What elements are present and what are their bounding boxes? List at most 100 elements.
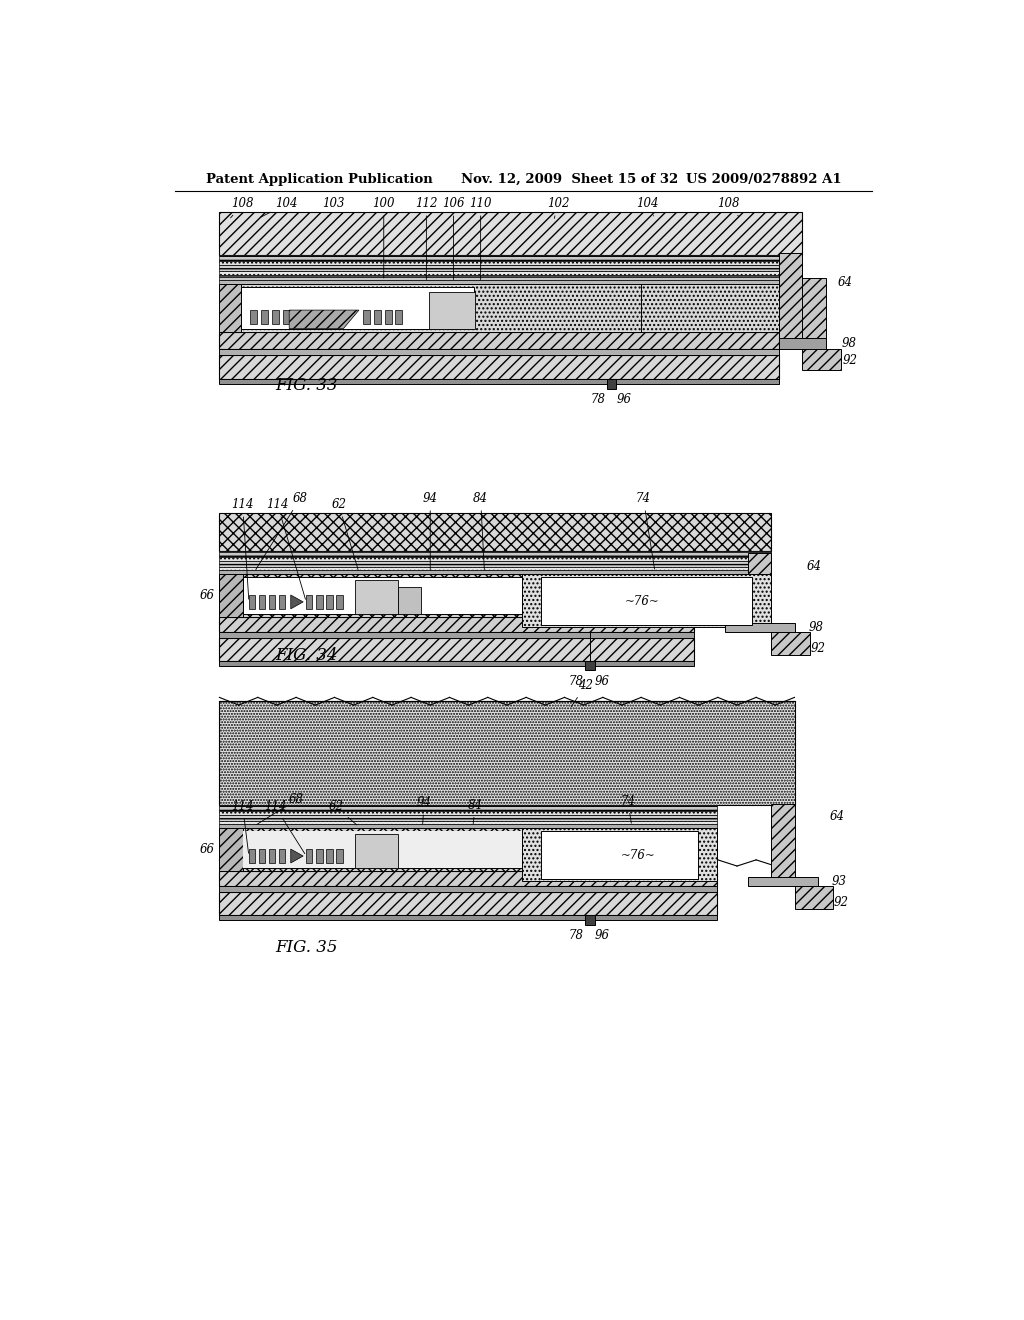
Bar xyxy=(306,595,312,609)
Text: 68: 68 xyxy=(256,492,307,569)
Text: 102: 102 xyxy=(547,197,569,218)
Text: 108: 108 xyxy=(230,197,254,218)
Bar xyxy=(243,830,521,869)
Text: 64: 64 xyxy=(806,560,821,573)
Bar xyxy=(355,579,397,614)
Bar xyxy=(748,553,771,623)
Text: 100: 100 xyxy=(373,197,395,279)
Bar xyxy=(586,661,595,671)
Text: 62: 62 xyxy=(329,800,356,825)
Text: 98: 98 xyxy=(809,620,823,634)
Bar xyxy=(327,595,333,609)
Text: 62: 62 xyxy=(332,499,358,570)
Bar xyxy=(541,830,697,879)
Bar xyxy=(219,616,693,632)
Bar xyxy=(219,284,241,331)
Text: 106: 106 xyxy=(442,197,465,280)
Text: 114: 114 xyxy=(264,800,305,854)
Bar xyxy=(219,265,802,271)
Bar xyxy=(397,587,421,614)
Bar xyxy=(219,512,771,552)
Bar xyxy=(802,348,841,370)
Bar xyxy=(219,566,771,570)
Text: 96: 96 xyxy=(595,929,610,942)
Bar xyxy=(251,310,257,323)
Bar xyxy=(521,574,771,627)
Bar xyxy=(779,253,802,347)
Bar xyxy=(219,261,802,265)
Bar xyxy=(283,310,290,323)
Text: FIG. 33: FIG. 33 xyxy=(275,378,338,395)
Text: 94: 94 xyxy=(417,796,431,824)
Bar xyxy=(795,886,834,909)
Bar xyxy=(541,577,752,626)
Bar xyxy=(355,834,397,869)
Bar xyxy=(219,255,802,261)
Text: 110: 110 xyxy=(469,197,492,280)
Bar xyxy=(219,557,771,561)
Bar xyxy=(241,286,474,329)
Text: 108: 108 xyxy=(718,197,740,216)
Text: Patent Application Publication: Patent Application Publication xyxy=(206,173,432,186)
Bar xyxy=(429,292,475,329)
Text: FIG. 34: FIG. 34 xyxy=(275,647,338,664)
Text: ~76~: ~76~ xyxy=(621,849,655,862)
Bar xyxy=(219,271,802,275)
Bar xyxy=(521,829,717,882)
Bar xyxy=(219,871,717,886)
Bar xyxy=(219,561,771,566)
Bar xyxy=(259,849,265,863)
Text: 74: 74 xyxy=(621,795,635,824)
Bar xyxy=(219,812,717,816)
Text: 78: 78 xyxy=(568,675,584,688)
Bar xyxy=(337,849,343,863)
Bar xyxy=(771,804,795,876)
Bar xyxy=(306,849,312,863)
Bar xyxy=(385,310,391,323)
Bar xyxy=(269,595,275,609)
Bar xyxy=(374,310,381,323)
Bar xyxy=(219,701,795,805)
Bar xyxy=(272,310,280,323)
Bar xyxy=(219,355,779,379)
Bar xyxy=(219,331,779,348)
Bar xyxy=(316,595,323,609)
Text: 74: 74 xyxy=(636,492,654,569)
Text: 66: 66 xyxy=(200,843,215,857)
Text: 104: 104 xyxy=(636,197,658,216)
Bar xyxy=(219,552,771,557)
Bar xyxy=(280,849,286,863)
Text: 78: 78 xyxy=(590,393,605,407)
Bar xyxy=(219,632,693,638)
Text: 114: 114 xyxy=(231,499,254,599)
Bar xyxy=(243,577,521,614)
Text: 96: 96 xyxy=(595,675,610,688)
Bar xyxy=(219,348,779,355)
Text: 78: 78 xyxy=(568,929,584,942)
Bar xyxy=(337,595,343,609)
Bar xyxy=(241,284,663,331)
Text: 64: 64 xyxy=(829,810,845,824)
Bar xyxy=(779,338,825,348)
Text: ~76~: ~76~ xyxy=(626,594,660,607)
Bar xyxy=(249,595,255,609)
Polygon shape xyxy=(291,595,303,609)
Bar xyxy=(219,821,717,825)
Bar xyxy=(219,638,693,661)
Text: 114: 114 xyxy=(231,800,254,853)
Text: 112: 112 xyxy=(415,197,437,280)
Bar xyxy=(395,310,402,323)
Bar xyxy=(771,632,810,655)
Bar xyxy=(219,379,779,384)
Polygon shape xyxy=(291,849,303,863)
Text: 98: 98 xyxy=(842,337,856,350)
Text: 104: 104 xyxy=(261,197,298,218)
Bar xyxy=(243,830,521,869)
Bar xyxy=(327,849,333,863)
Text: 68: 68 xyxy=(257,793,304,825)
Bar xyxy=(725,623,795,632)
Bar xyxy=(586,915,595,924)
Text: Nov. 12, 2009  Sheet 15 of 32: Nov. 12, 2009 Sheet 15 of 32 xyxy=(461,173,679,186)
Bar xyxy=(259,595,265,609)
Text: 92: 92 xyxy=(843,354,858,367)
